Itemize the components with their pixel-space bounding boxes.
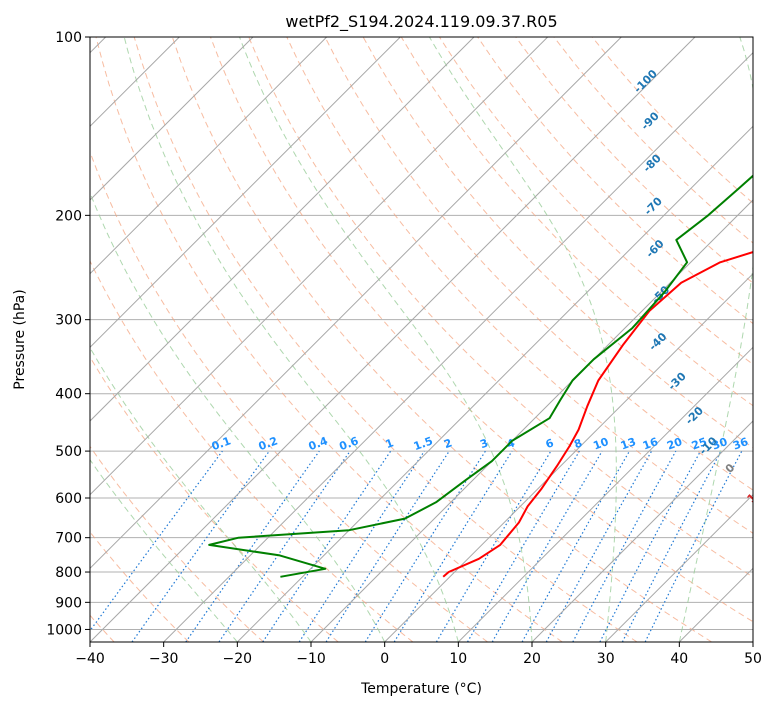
mixing-ratio-line-6 — [325, 450, 450, 642]
mixing-ratio-label: 3 — [478, 436, 490, 451]
isotherm--40 — [90, 37, 696, 642]
x-axis-label: Temperature (°C) — [360, 681, 482, 697]
sounding-series — [208, 174, 753, 578]
isotherm-0 — [384, 272, 753, 642]
moist-adiabat--20 — [90, 458, 238, 642]
mixing-ratio-line-4 — [262, 450, 392, 642]
y-tick-label: 400 — [55, 387, 82, 403]
mixing-ratio-line-3 — [218, 450, 351, 642]
plot-area: 0.1 0.2 0.4 0.6 1 1.5 2 3 4 6 8 10 13 16 20 25 30 36 -100… — [90, 37, 765, 642]
dry-adiabat-30 — [133, 37, 638, 642]
y-axis-ticks: 100 200 300 400 500 600 700 800 900 1000 — [46, 30, 90, 638]
x-axis-ticks: −40 −30 −20 −10 0 10 20 30 40 50 — [75, 642, 762, 667]
mixing-ratio-line-17 — [644, 450, 743, 642]
y-axis-label: Pressure (hPa) — [12, 289, 28, 389]
mixing-ratio-line-8 — [393, 450, 513, 642]
isotherm--80 — [90, 37, 401, 349]
isotherm-lines — [90, 37, 753, 642]
isotherm-10 — [457, 346, 753, 642]
dry-adiabat-70 — [286, 37, 753, 534]
y-tick-label: 200 — [55, 208, 82, 224]
x-tick-label: 30 — [597, 651, 615, 667]
mixing-ratio-label: 6 — [544, 436, 556, 451]
mixing-ratio-line-2 — [185, 450, 320, 642]
chart-title: wetPf2_S194.2024.119.09.37.R05 — [285, 12, 557, 32]
isotherm--70 — [90, 37, 475, 422]
y-tick-label: 900 — [55, 595, 82, 611]
moist-adiabat-10 — [123, 37, 459, 642]
moist-adiabat-40 — [678, 37, 753, 642]
mixing-ratio-label: 4 — [505, 436, 517, 451]
isotherm-20 — [531, 420, 753, 642]
isotherm--30 — [163, 51, 753, 642]
mixing-ratio-label: 36 — [731, 435, 750, 453]
moist-adiabat-20 — [239, 37, 533, 642]
mixing-ratio-label: 13 — [619, 435, 638, 452]
dry-adiabat-50 — [210, 37, 753, 623]
mixing-ratio-lines — [90, 450, 743, 642]
series-line-temperature — [442, 251, 753, 578]
mixing-ratio-label: 10 — [591, 435, 610, 453]
mixing-ratio-line-14 — [572, 450, 677, 642]
isotherm--90 — [90, 37, 328, 275]
mixing-ratio-labels: 0.1 0.2 0.4 0.6 1 1.5 2 3 4 6 8 10 13 16 20 25 30 36 — [210, 434, 751, 453]
dry-adiabat-lines — [90, 37, 753, 642]
y-tick-label: 100 — [55, 30, 82, 46]
isotherm--100 — [90, 37, 254, 201]
y-tick-label: 700 — [55, 531, 82, 547]
mixing-ratio-label: 25 — [690, 435, 709, 452]
y-tick-label: 300 — [55, 313, 82, 329]
x-tick-label: 10 — [449, 651, 467, 667]
isobar-gridlines — [90, 37, 753, 630]
mixing-ratio-line-5 — [298, 450, 425, 642]
x-tick-label: 50 — [744, 651, 762, 667]
isotherm--60 — [90, 37, 549, 496]
plot-frame — [89, 36, 754, 643]
mixing-ratio-label: 1.5 — [412, 434, 435, 453]
mixing-ratio-label: 0.2 — [257, 434, 280, 453]
isotherm-30 — [605, 493, 753, 642]
dry-adiabat-0 — [90, 259, 414, 642]
x-tick-label: −10 — [296, 651, 326, 667]
y-tick-label: 600 — [55, 491, 82, 507]
moist-adiabat-30 — [428, 37, 617, 642]
mixing-ratio-label: 0.1 — [210, 434, 233, 453]
x-tick-label: −20 — [223, 651, 253, 667]
x-tick-label: 20 — [523, 651, 541, 667]
mixing-ratio-label: 20 — [665, 435, 684, 453]
y-tick-label: 500 — [55, 444, 82, 460]
y-tick-label: 800 — [55, 565, 82, 581]
mixing-ratio-label: 16 — [641, 435, 660, 453]
isotherm--10 — [310, 199, 753, 642]
mixing-ratio-label: 0.6 — [338, 434, 361, 453]
dry-adiabat--20 — [90, 445, 264, 642]
dry-adiabat-60 — [248, 37, 753, 578]
mixing-ratio-line-13 — [545, 450, 653, 642]
x-tick-label: −30 — [149, 651, 179, 667]
dry-adiabat-20 — [95, 37, 563, 642]
mixing-ratio-line-1 — [131, 450, 270, 642]
isotherm--20 — [236, 125, 753, 642]
x-tick-label: −40 — [75, 651, 105, 667]
moist-adiabat-0 — [90, 191, 386, 642]
x-tick-label: 0 — [380, 651, 389, 667]
x-tick-label: 40 — [670, 651, 688, 667]
dry-adiabat-40 — [171, 37, 712, 642]
mixing-ratio-line-12 — [521, 450, 631, 642]
dry-adiabat-130 — [515, 37, 753, 284]
dry-label: 10 — [745, 485, 765, 505]
mixing-ratio-label: 30 — [710, 435, 729, 453]
isotherm--50 — [90, 37, 622, 570]
y-tick-label: 1000 — [46, 622, 82, 638]
mixing-ratio-label: 8 — [572, 436, 584, 451]
mixing-ratio-line-0 — [90, 450, 223, 632]
mixing-ratio-label: 2 — [442, 436, 454, 451]
mixing-ratio-label: 1 — [384, 436, 396, 451]
series-line-dewpoint — [208, 174, 753, 578]
mixing-ratio-label: 0.4 — [307, 434, 330, 453]
dry-adiabat--10 — [90, 356, 339, 642]
dry-adiabat-80 — [324, 37, 753, 491]
